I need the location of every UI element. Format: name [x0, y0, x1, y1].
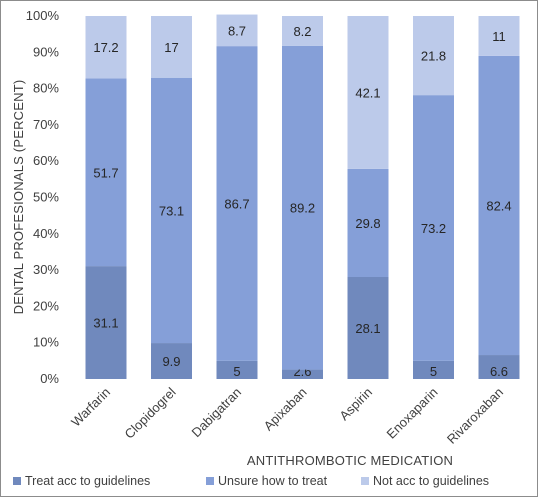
data-label: 28.1 — [355, 321, 380, 336]
data-label: 6.6 — [490, 364, 508, 379]
bar-segment — [478, 16, 520, 56]
y-tick-label: 90% — [33, 44, 59, 59]
y-tick-label: 20% — [33, 298, 59, 313]
bar-segment — [347, 168, 389, 277]
data-label: 5 — [430, 364, 437, 379]
bar-segment — [347, 276, 389, 379]
y-axis-title: DENTAL PROFESIONALS (PERCENT) — [11, 80, 26, 315]
data-label: 86.7 — [224, 196, 249, 211]
bar-segment — [85, 16, 127, 79]
legend-swatch — [13, 477, 21, 485]
data-label: 9.9 — [162, 354, 180, 369]
legend-label: Unsure how to treat — [218, 474, 328, 488]
category-label: Apixaban — [261, 385, 310, 434]
data-label: 29.8 — [355, 216, 380, 231]
bar-segment — [85, 266, 127, 379]
category-label: Enoxaparin — [384, 385, 441, 442]
bar-segment — [413, 360, 454, 379]
category-label: Warfarin — [68, 385, 113, 430]
legend-swatch — [206, 477, 214, 485]
bar-segment — [151, 343, 192, 379]
category-label: Dabigatran — [189, 385, 245, 441]
category-label: Clopidogrel — [122, 384, 179, 441]
data-label: 73.2 — [421, 221, 446, 236]
y-tick-label: 50% — [33, 190, 59, 205]
legend: Treat acc to guidelines Unsure how to tre… — [13, 474, 489, 488]
bars-layer: 31.151.717.29.973.117586.78.72.689.28.22… — [85, 14, 520, 379]
y-tick-label: 80% — [33, 81, 59, 96]
bar-segment — [347, 16, 389, 169]
bar-segment — [478, 55, 520, 356]
bar-segment — [413, 95, 454, 361]
data-label: 17 — [164, 40, 178, 55]
bar-segment — [216, 46, 258, 361]
legend-label: Treat acc to guidelines — [25, 474, 150, 488]
y-tick-label: 30% — [33, 262, 59, 277]
data-label: 17.2 — [93, 40, 118, 55]
data-label: 21.8 — [421, 49, 446, 64]
data-label: 42.1 — [355, 85, 380, 100]
data-label: 89.2 — [290, 201, 315, 216]
bar-segment — [85, 78, 127, 267]
category-label: Rivaroxaban — [444, 385, 506, 447]
bar-segment — [151, 16, 192, 78]
y-tick-label: 0% — [40, 371, 59, 386]
data-label: 11 — [492, 29, 506, 44]
bar-segment — [282, 16, 323, 46]
data-label: 51.7 — [93, 165, 118, 180]
legend-swatch — [361, 477, 369, 485]
data-label: 73.1 — [159, 203, 184, 218]
x-axis-title: ANTITHROMBOTIC MEDICATION — [247, 453, 453, 468]
y-tick-label: 70% — [33, 117, 59, 132]
data-label: 82.4 — [486, 198, 511, 213]
bar-segment — [151, 77, 192, 344]
data-label: 8.2 — [293, 24, 311, 39]
data-label: 8.7 — [228, 23, 246, 38]
y-tick-label: 10% — [33, 335, 59, 350]
bar-segment — [478, 355, 520, 379]
bar-segment — [282, 45, 323, 370]
x-axis: Warfarin Clopidogrel Dabigatran Apixaban Asp… — [68, 384, 506, 446]
bar-segment — [282, 369, 323, 379]
y-tick-label: 60% — [33, 153, 59, 168]
data-label: 31.1 — [93, 316, 118, 331]
category-label: Aspirin — [336, 385, 375, 424]
bar-segment — [216, 14, 258, 47]
y-tick-label: 100% — [26, 8, 60, 23]
legend-label: Not acc to guidelines — [373, 474, 489, 488]
bar-segment — [216, 360, 258, 379]
y-tick-label: 40% — [33, 226, 59, 241]
bar-segment — [413, 16, 454, 96]
y-axis: 0% 10% 20% 30% 40% 50% 60% 70% 80% 90% 100% — [26, 8, 60, 386]
data-label: 5 — [233, 364, 240, 379]
